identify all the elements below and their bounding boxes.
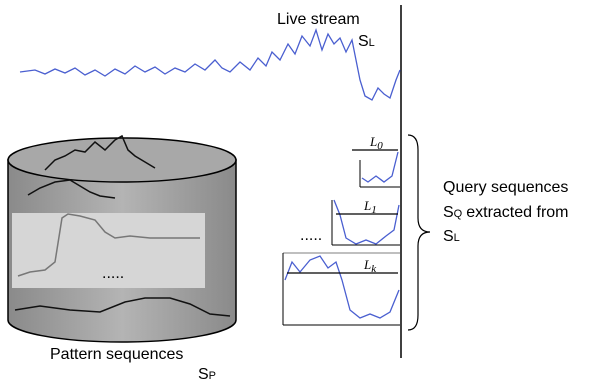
symbol: L (363, 257, 371, 272)
pattern-symbol: SP (198, 366, 216, 383)
live-stream-wave (20, 30, 400, 100)
window-k: Lk (283, 253, 400, 325)
symbol: L (363, 198, 371, 213)
brace (408, 135, 430, 330)
symbol: S (443, 228, 454, 245)
subscript: 1 (371, 204, 377, 216)
query-text: extracted from (466, 204, 568, 221)
window-label: Lk (363, 257, 377, 275)
window-0: L0 (352, 134, 400, 187)
pattern-ellipsis: ..... (102, 265, 124, 282)
database-top (8, 138, 236, 182)
symbol: S (443, 204, 454, 221)
query-source: SL (443, 228, 460, 245)
live-stream-symbol: SL (358, 33, 375, 50)
subscript: L (369, 37, 375, 49)
subscript: Q (454, 208, 463, 220)
symbol: S (358, 33, 369, 50)
subscript: L (454, 232, 460, 244)
live-stream-label: Live stream (277, 11, 360, 28)
window-1: L1 (332, 198, 400, 245)
symbol: L (369, 134, 377, 149)
window-label: L1 (363, 198, 377, 216)
query-label: Query sequences (443, 179, 568, 196)
window-ellipsis: ..... (300, 227, 322, 244)
pattern-label: Pattern sequences (50, 346, 183, 363)
diagram: Live stream SL ..... Pattern sequences S… (0, 0, 597, 385)
subscript: P (209, 370, 216, 382)
subscript: 0 (377, 140, 383, 152)
symbol: S (198, 366, 209, 383)
window-label: L0 (369, 134, 383, 152)
